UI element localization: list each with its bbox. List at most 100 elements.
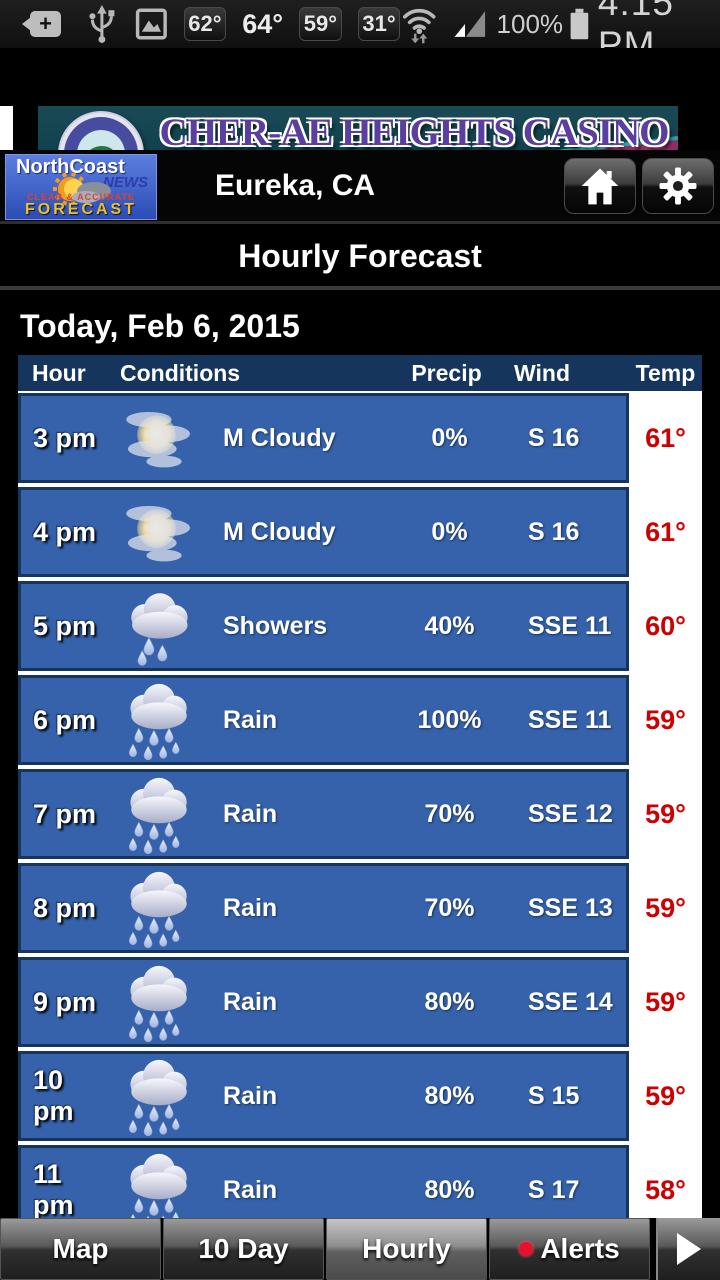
northcoast-news-logo[interactable]: NorthCoast NEWS CLEAR & ACCURATE FORECAS… bbox=[5, 154, 157, 220]
conditions-cell: Rain bbox=[223, 987, 278, 1016]
wind-cell: S 16 bbox=[528, 517, 580, 546]
wind-cell: S 17 bbox=[528, 1175, 580, 1204]
temp-cell: 59° bbox=[629, 955, 702, 1049]
wind-cell: SSE 14 bbox=[528, 987, 613, 1016]
gallery-icon bbox=[135, 8, 167, 40]
alert-dot-icon bbox=[519, 1242, 534, 1256]
home-icon bbox=[581, 168, 619, 205]
precip-cell: 70% bbox=[424, 893, 475, 922]
nav-next-button[interactable] bbox=[656, 1218, 720, 1280]
nav-alerts-label: Alerts bbox=[540, 1233, 620, 1264]
hourly-forecast-table[interactable]: Hour Conditions Precip Wind Temp 3 pm M … bbox=[18, 355, 702, 1218]
page-title-bar: Hourly Forecast bbox=[0, 227, 720, 290]
temp-widget-badge: 62° bbox=[183, 7, 227, 41]
conditions-cell: M Cloudy bbox=[223, 517, 336, 546]
table-row: 9 pm Rain 80% SSE 14 59° bbox=[18, 955, 702, 1049]
hour-cell: 7 pm bbox=[33, 798, 97, 829]
wifi-updown-icon bbox=[403, 8, 436, 44]
weather-icon bbox=[103, 772, 215, 856]
precip-cell: 100% bbox=[417, 705, 482, 734]
col-header-precip: Precip bbox=[411, 359, 482, 386]
nav-hourly-button[interactable]: Hourly bbox=[326, 1218, 487, 1280]
logo-tagline: CLEAR & ACCURATE bbox=[27, 192, 135, 202]
precip-cell: 40% bbox=[424, 611, 475, 640]
wind-cell: SSE 13 bbox=[528, 893, 613, 922]
conditions-cell: Showers bbox=[223, 611, 328, 640]
weather-icon bbox=[103, 584, 215, 668]
precip-cell: 80% bbox=[424, 1175, 475, 1204]
table-row: 5 pm Showers 40% SSE 11 60° bbox=[18, 579, 702, 673]
weather-icon bbox=[103, 866, 215, 950]
temp-cell: 61° bbox=[629, 391, 702, 485]
weather-icon bbox=[103, 490, 215, 574]
temp-cell: 59° bbox=[629, 767, 702, 861]
conditions-cell: Rain bbox=[223, 1081, 278, 1110]
col-header-conditions: Conditions bbox=[120, 359, 241, 386]
precip-cell: 0% bbox=[431, 517, 468, 546]
table-row: 3 pm M Cloudy 0% S 16 61° bbox=[18, 391, 702, 485]
col-header-wind: Wind bbox=[514, 359, 570, 386]
home-button[interactable] bbox=[564, 158, 636, 214]
ad-title: CHER-AE HEIGHTS CASINO bbox=[159, 111, 670, 154]
hour-cell: 3 pm bbox=[33, 422, 97, 453]
wind-cell: SSE 11 bbox=[528, 705, 612, 734]
table-row: 4 pm M Cloudy 0% S 16 61° bbox=[18, 485, 702, 579]
precip-cell: 80% bbox=[424, 1081, 475, 1110]
temp-cell: 59° bbox=[629, 673, 702, 767]
wind-cell: SSE 12 bbox=[528, 799, 613, 828]
nav-hourly-label: Hourly bbox=[362, 1233, 451, 1264]
precip-cell: 70% bbox=[424, 799, 475, 828]
conditions-cell: Rain bbox=[223, 705, 278, 734]
settings-button[interactable] bbox=[642, 158, 714, 214]
temp-widget-plain: 64° bbox=[242, 8, 284, 39]
banner-band: CHER-AE HEIGHTS CASINO www.CHERAEHEIGHTS… bbox=[0, 48, 720, 195]
bottom-nav: Map 10 Day Hourly Alerts bbox=[0, 1218, 720, 1280]
temp-widget-badge: 31° bbox=[357, 7, 401, 41]
battery-icon bbox=[570, 8, 589, 40]
weather-icon bbox=[103, 1148, 215, 1218]
plus-tag-icon: + bbox=[22, 11, 61, 37]
nav-10day-button[interactable]: 10 Day bbox=[163, 1218, 324, 1280]
temp-cell: 58° bbox=[629, 1143, 702, 1218]
weather-icon bbox=[103, 1054, 215, 1138]
precip-cell: 80% bbox=[424, 987, 475, 1016]
nav-10day-label: 10 Day bbox=[198, 1233, 289, 1264]
table-row: 7 pm Rain 70% SSE 12 59° bbox=[18, 767, 702, 861]
page-title: Hourly Forecast bbox=[238, 238, 482, 274]
col-header-hour: Hour bbox=[32, 359, 86, 386]
location-title: Eureka, CA bbox=[215, 169, 376, 202]
next-arrow-icon bbox=[677, 1233, 701, 1265]
conditions-cell: Rain bbox=[223, 1175, 278, 1204]
hour-cell: 8 pm bbox=[33, 892, 97, 923]
hour-cell: 11 pm bbox=[33, 1159, 74, 1218]
conditions-cell: M Cloudy bbox=[223, 423, 336, 452]
table-row: 11 pm Rain 80% S 17 58° bbox=[18, 1143, 702, 1218]
hour-cell: 4 pm bbox=[33, 516, 97, 547]
app-header: NorthCoast NEWS CLEAR & ACCURATE FORECAS… bbox=[0, 150, 720, 224]
nav-map-button[interactable]: Map bbox=[0, 1218, 161, 1280]
date-heading: Today, Feb 6, 2015 bbox=[20, 308, 300, 344]
wind-cell: S 15 bbox=[528, 1081, 580, 1110]
hour-cell: 5 pm bbox=[33, 610, 97, 641]
nav-alerts-button[interactable]: Alerts bbox=[489, 1218, 650, 1280]
usb-icon bbox=[89, 5, 115, 43]
weather-icon bbox=[103, 396, 215, 480]
logo-forecast: FORECAST bbox=[25, 201, 137, 218]
conditions-cell: Rain bbox=[223, 893, 278, 922]
precip-cell: 0% bbox=[431, 423, 468, 452]
table-header: Hour Conditions Precip Wind Temp bbox=[18, 355, 702, 391]
table-row: 10 pm Rain 80% S 15 59° bbox=[18, 1049, 702, 1143]
temp-cell: 61° bbox=[629, 485, 702, 579]
hour-cell: 10 pm bbox=[33, 1065, 74, 1126]
gear-icon bbox=[659, 167, 697, 205]
logo-name: NorthCoast bbox=[16, 156, 125, 178]
hour-cell: 6 pm bbox=[33, 704, 97, 735]
col-header-temp: Temp bbox=[635, 359, 696, 386]
temp-widget-badge: 59° bbox=[299, 7, 342, 41]
weather-icon bbox=[103, 678, 215, 762]
wind-cell: S 16 bbox=[528, 423, 580, 452]
conditions-cell: Rain bbox=[223, 799, 278, 828]
table-row: 6 pm Rain 100% SSE 11 59° bbox=[18, 673, 702, 767]
signal-icon bbox=[454, 11, 485, 37]
